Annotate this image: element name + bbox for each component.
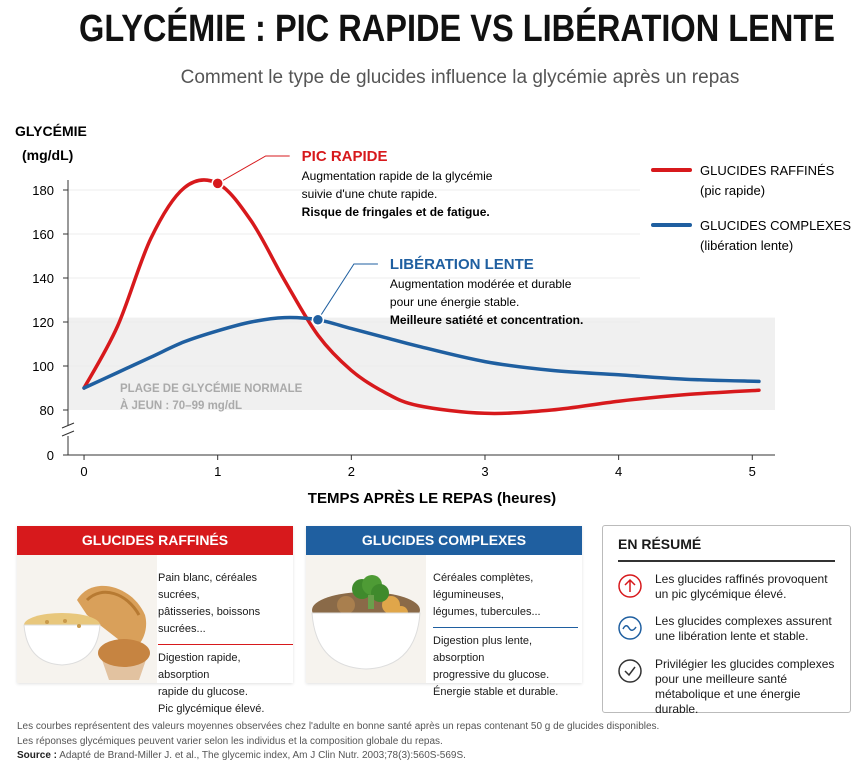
series-line [82,178,761,416]
chart: GLYCÉMIE : PIC RAPIDE VS LIBÉRATION LENT… [15,6,851,507]
summary-text: Privilégier les glucides complexes pour … [655,657,835,716]
legend-note: (pic rapide) [700,183,765,198]
card-line: Énergie stable et durable. [433,686,559,698]
annotation-title: PIC RAPIDE [302,148,388,165]
annotation-text: Augmentation rapide de la glycémie [302,169,493,183]
card-text: Pain blanc, céréales sucrées, pâtisserie… [158,570,293,718]
card-line: Digestion rapide, absorption [158,652,241,681]
card-line: légumes, tubercules... [433,606,541,618]
x-tick-label: 2 [348,464,355,479]
y-axis-unit: (mg/dL) [22,147,73,163]
food-illustration [17,555,157,683]
y-tick-label: 120 [32,315,54,330]
summary-text: Les glucides complexes assurent une libé… [655,614,832,643]
icon [618,574,642,598]
normal-band [68,317,775,410]
summary-item: Les glucides complexes assurent une libé… [617,614,842,644]
icon [618,659,642,683]
card-title: GLUCIDES COMPLEXES [306,526,582,555]
summary-item: Les glucides raffinés provoquent un pic … [617,572,842,602]
x-tick-label: 3 [481,464,488,479]
annotation-text: suivie d'une chute rapide. [302,187,438,201]
card-line: Céréales complètes, légumineuses, [433,572,534,601]
card-line: Pain blanc, céréales sucrées, [158,572,258,601]
footer: Les courbes représentent des valeurs moy… [17,720,659,764]
axis-break [61,422,75,437]
band-label: À JEUN : 70–99 mg/dL [120,399,242,412]
footnote: Les réponses glycémiques peuvent varier … [17,735,443,747]
leader-line [317,263,378,321]
card-line: progressive du glucose. [433,669,550,681]
page-title: GLYCÉMIE : PIC RAPIDE VS LIBÉRATION LENT… [79,6,835,50]
x-axis-label: TEMPS APRÈS LE REPAS (heures) [308,490,556,507]
card-line: Digestion plus lente, absorption [433,635,533,664]
y-axis-label: GLYCÉMIE [15,123,87,139]
card-line: rapide du glucose. [158,686,248,698]
card-text: Céréales complètes, légumineuses, légume… [433,570,578,701]
summary-text: Les glucides raffinés provoquent un pic … [655,572,828,601]
highlight-point [211,177,224,190]
leader-line [217,155,290,184]
card-line: Pic glycémique élevé. [158,703,265,715]
complex-card: GLUCIDES COMPLEXES Céréales complètes, l… [306,526,582,698]
x-tick-label: 0 [80,464,87,479]
y-tick-label: 140 [32,271,54,286]
y-tick-label: 180 [32,183,54,198]
series-line [82,315,761,390]
y-tick-label: 80 [40,403,54,418]
y-tick-label: 160 [32,227,54,242]
food-illustration [306,555,426,683]
card-title: GLUCIDES RAFFINÉS [17,526,293,555]
summary-title: EN RÉSUMÉ [618,536,835,562]
card-line: pâtisseries, boissons sucrées... [158,606,261,635]
summary-item: Privilégier les glucides complexes pour … [617,657,842,717]
y-tick-label: 100 [32,359,54,374]
x-tick-label: 4 [615,464,622,479]
annotation-title: LIBÉRATION LENTE [390,256,534,273]
legend-label: GLUCIDES RAFFINÉS [700,163,835,178]
icon [618,616,642,640]
annotation-bold: Meilleure satiété et concentration. [390,313,583,327]
summary-box: EN RÉSUMÉ Les glucides raffinés provoque… [602,525,851,716]
band-label: PLAGE DE GLYCÉMIE NORMALE [120,382,303,395]
highlight-point [311,313,325,327]
subtitle: Comment le type de glucides influence la… [181,67,740,88]
legend-note: (libération lente) [700,238,793,253]
x-tick-label: 1 [214,464,221,479]
source: Source : Adapté de Brand-Miller J. et al… [17,749,659,764]
annotation-text: pour une énergie stable. [390,295,519,309]
annotation-text: Augmentation modérée et durable [390,277,572,291]
refined-card: GLUCIDES RAFFINÉS Pain blanc, céréales s… [17,526,293,715]
annotation-bold: Risque de fringales et de fatigue. [302,205,490,219]
source-text: Adapté de Brand-Miller J. et al., The gl… [59,750,466,761]
legend-label: GLUCIDES COMPLEXES [700,218,851,233]
y-tick-label: 0 [47,448,54,463]
footnote: Les courbes représentent des valeurs moy… [17,721,660,732]
x-tick-label: 5 [749,464,756,479]
source-label: Source : [17,750,58,761]
